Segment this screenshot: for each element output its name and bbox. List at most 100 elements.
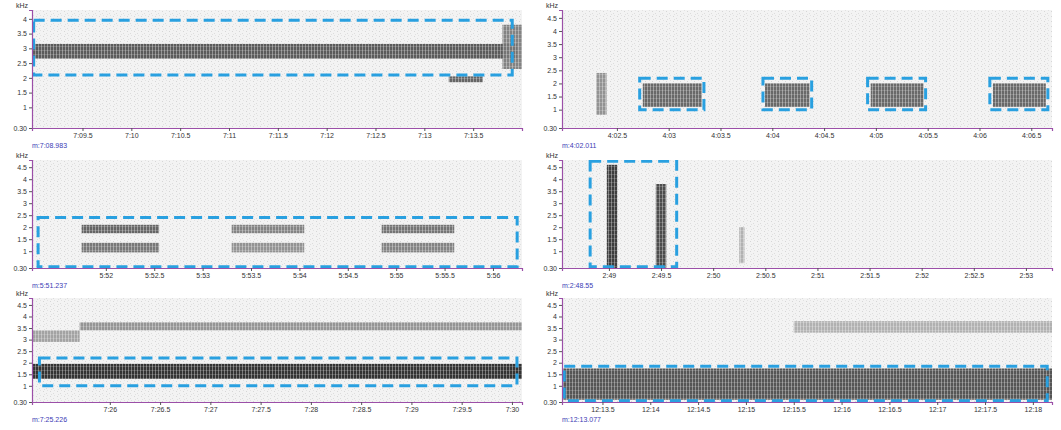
tick: 4:06	[973, 128, 987, 139]
tick-label: 1.5	[547, 236, 557, 243]
tick-label: 12:14.5	[687, 406, 710, 413]
sound	[449, 76, 483, 82]
figure: 0.3011.522.533.547:09.57:107:10.57:117:1…	[0, 0, 1061, 430]
tick-mark	[445, 268, 446, 271]
tick-mark	[29, 402, 32, 403]
tick-mark	[870, 268, 871, 271]
tick-mark	[937, 402, 938, 405]
sound	[607, 165, 617, 268]
tick-label: 4:06.5	[1022, 132, 1042, 139]
tick-label: 2:52.5	[965, 272, 985, 279]
x-axis: 4:02.54:034:03.54:044:04.54:054:05.54:06…	[563, 128, 1053, 139]
tick: 2	[23, 75, 32, 82]
tick-label: 2:53	[1020, 272, 1034, 279]
tick-label: 1.5	[547, 371, 557, 378]
tick-label: 12:13.5	[591, 406, 614, 413]
tick-mark	[180, 128, 181, 131]
tick: 4.5	[547, 15, 562, 22]
axis-line	[563, 403, 1053, 406]
axis-unit: kHz	[16, 290, 29, 297]
tick-mark	[602, 402, 603, 405]
sound	[794, 321, 1052, 333]
tick-label: 1.5	[17, 89, 27, 96]
tick-mark	[106, 268, 107, 271]
tick-mark	[713, 268, 714, 271]
tick-label: 3.5	[17, 188, 27, 195]
tick-label: 7:13.5	[464, 132, 484, 139]
tick: 7:12	[320, 128, 334, 139]
tick: 4	[23, 313, 32, 320]
tick-mark	[29, 191, 32, 192]
tick-label: 2:49.5	[652, 272, 672, 279]
tick-mark	[661, 268, 662, 271]
tick-mark	[922, 268, 923, 271]
tick: 12:14	[642, 402, 660, 413]
tick: 3	[23, 200, 32, 207]
tick: 2:50	[707, 268, 721, 279]
tick-mark	[29, 328, 32, 329]
sound	[32, 44, 517, 59]
tick: 7:12.5	[366, 128, 386, 139]
tick-label: 2	[553, 359, 557, 366]
tick-mark	[772, 128, 773, 131]
tick-mark	[29, 78, 32, 79]
tick-label: 3	[553, 200, 557, 207]
start-time: m:7:25.226	[32, 416, 67, 423]
tick-label: 4:03.5	[711, 132, 731, 139]
tick-mark	[1033, 402, 1034, 405]
tick-mark	[29, 48, 32, 49]
tick-mark	[559, 128, 562, 129]
selection-box	[990, 78, 1048, 109]
plot-area	[38, 218, 517, 267]
tick-mark	[559, 374, 562, 375]
tick-label: 2.5	[547, 348, 557, 355]
tick: 12:17	[929, 402, 947, 413]
tick: 7:28	[305, 402, 319, 413]
tick: 5:54.5	[339, 268, 359, 279]
tick: 2:51	[811, 268, 825, 279]
tick-mark	[29, 363, 32, 364]
tick-label: 5:56	[487, 272, 501, 279]
tick-mark	[559, 57, 562, 58]
plot-area	[562, 321, 1052, 401]
tick: 2:50.5	[756, 268, 776, 279]
sound	[656, 184, 666, 268]
tick-label: 4:05.5	[918, 132, 938, 139]
tick: 5:52.5	[145, 268, 165, 279]
sound	[32, 364, 522, 379]
tick-label: 7:29.5	[452, 406, 472, 413]
tick-mark	[559, 191, 562, 192]
tick-label: 0.30	[13, 125, 27, 132]
tick-label: 2.5	[17, 212, 27, 219]
tick-mark	[559, 110, 562, 111]
tick-mark	[979, 128, 980, 131]
axis-line	[563, 129, 1053, 132]
tick-label: 7:11.5	[269, 132, 288, 139]
tick-label: 4	[23, 176, 27, 183]
tick-mark	[559, 70, 562, 71]
tick-label: 4	[23, 16, 27, 23]
tick: 4.5	[17, 302, 32, 309]
tick-label: 1.5	[17, 236, 27, 243]
tick: 1	[553, 383, 562, 390]
panel: 0.3011.522.533.544.52:492:49.52:502:50.5…	[543, 152, 1052, 289]
tick-mark	[974, 268, 975, 271]
tick-mark	[559, 227, 562, 228]
tick-mark	[824, 128, 825, 131]
tick-label: 3.5	[547, 41, 557, 48]
tick-label: 4:04.5	[815, 132, 835, 139]
tick: 7:10	[125, 128, 139, 139]
tick-mark	[876, 128, 877, 131]
tick: 3.5	[547, 188, 562, 195]
tick: 7:10.5	[171, 128, 191, 139]
tick-label: 7:26	[104, 406, 118, 413]
tick: 4:03.5	[711, 128, 731, 139]
tick: 4.5	[17, 164, 32, 171]
sound	[82, 243, 159, 253]
sound	[562, 368, 1052, 399]
tick-label: 2	[553, 224, 557, 231]
tick: 12:17.5	[974, 402, 997, 413]
tick-label: 2	[23, 359, 27, 366]
tick-label: 5:52.5	[145, 272, 165, 279]
tick: 4:04.5	[815, 128, 835, 139]
